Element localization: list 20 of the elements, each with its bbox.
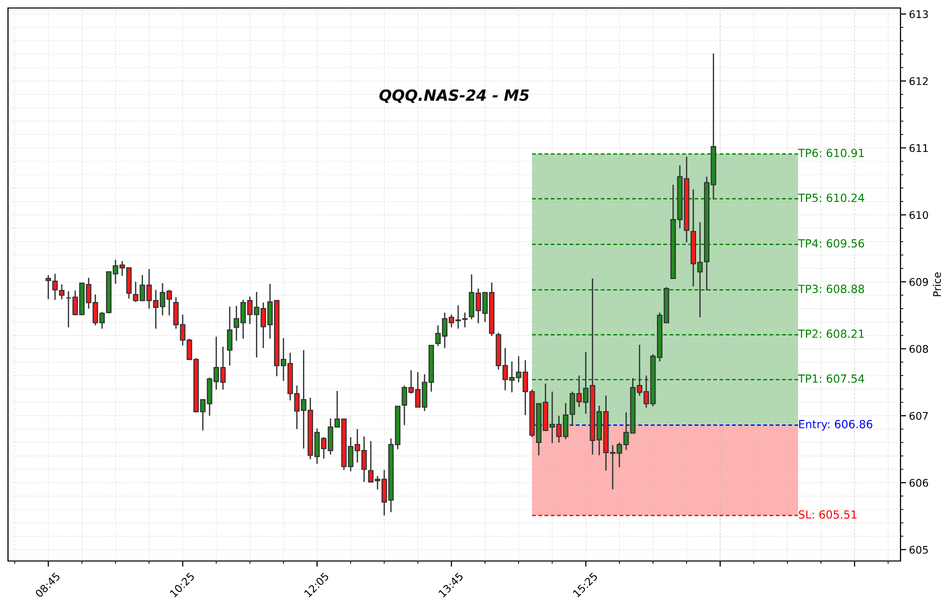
candlestick — [226, 306, 232, 366]
y-tick-label: 606 — [910, 478, 928, 487]
series-label: TP5: 610.24 — [798, 194, 864, 202]
text: QQQ.NAS-24 - M5 — [379, 89, 529, 103]
y-axis-title: Price — [932, 272, 941, 296]
y-tick-label: 612 — [910, 77, 928, 86]
series-label: SL: 605.51 — [798, 510, 856, 519]
y-tick-label: 605 — [910, 546, 928, 554]
series-label: TP3: 608.88 — [798, 284, 864, 294]
y-tick-label: 609 — [910, 278, 928, 286]
y-tick-label: 610 — [910, 211, 928, 219]
y-tick-label: 607 — [910, 412, 928, 420]
series-label: TP4: 609.56 — [798, 239, 864, 248]
series-label: TP2: 608.21 — [798, 330, 864, 338]
series-label: TP1: 607.54 — [798, 374, 864, 383]
y-tick-label: 611 — [910, 144, 928, 152]
series-label: TP6: 610.91 — [798, 148, 864, 158]
y-tick-label: 613 — [910, 10, 928, 18]
series-label: Entry: 606.86 — [799, 420, 872, 430]
y-tick-label: 608 — [910, 345, 928, 353]
